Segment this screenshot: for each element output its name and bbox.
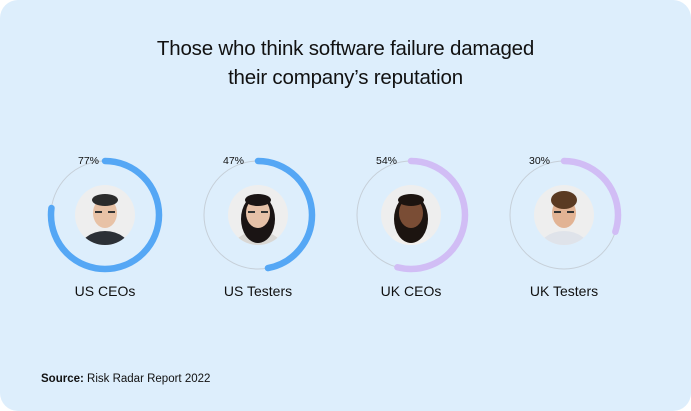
- avatar-person-icon: [75, 185, 135, 245]
- gauge-arc: [353, 157, 469, 273]
- gauge-svg: [200, 157, 316, 273]
- gauge-arc: [47, 157, 163, 273]
- gauge-us-testers: 47% US Testers: [193, 150, 323, 310]
- gauge-svg: [506, 157, 622, 273]
- gauge-arc: [200, 157, 316, 273]
- source-text: Risk Radar Report 2022: [87, 373, 211, 385]
- chart-title-line-2: their company’s reputation: [228, 66, 463, 89]
- gauge-us-ceos: 77% US CEOs: [40, 150, 170, 310]
- avatar-person-icon: [381, 185, 441, 245]
- value-label: 47%: [223, 155, 245, 167]
- category-label: US Testers: [223, 283, 293, 299]
- source-note: Source: Risk Radar Report 2022: [41, 373, 210, 385]
- gauge-svg: [47, 157, 163, 273]
- gauge-uk-ceos: 54% UK CEOs: [346, 150, 476, 310]
- gauge-uk-testers: 30% UK Testers: [499, 150, 629, 310]
- avatar-person-icon: [534, 185, 594, 245]
- category-label: UK Testers: [529, 283, 599, 299]
- value-label: 30%: [529, 155, 551, 167]
- gauge-arc: [506, 157, 622, 273]
- avatar-person-icon: [228, 185, 288, 245]
- value-label: 77%: [78, 155, 100, 167]
- source-label: Source:: [41, 373, 84, 385]
- gauge-svg: [353, 157, 469, 273]
- chart-title-line-1: Those who think software failure damaged: [156, 37, 535, 60]
- category-label: UK CEOs: [380, 283, 442, 299]
- chart-title: Those who think software failure damaged…: [0, 34, 691, 92]
- category-label: US CEOs: [74, 283, 136, 299]
- value-label: 54%: [376, 155, 398, 167]
